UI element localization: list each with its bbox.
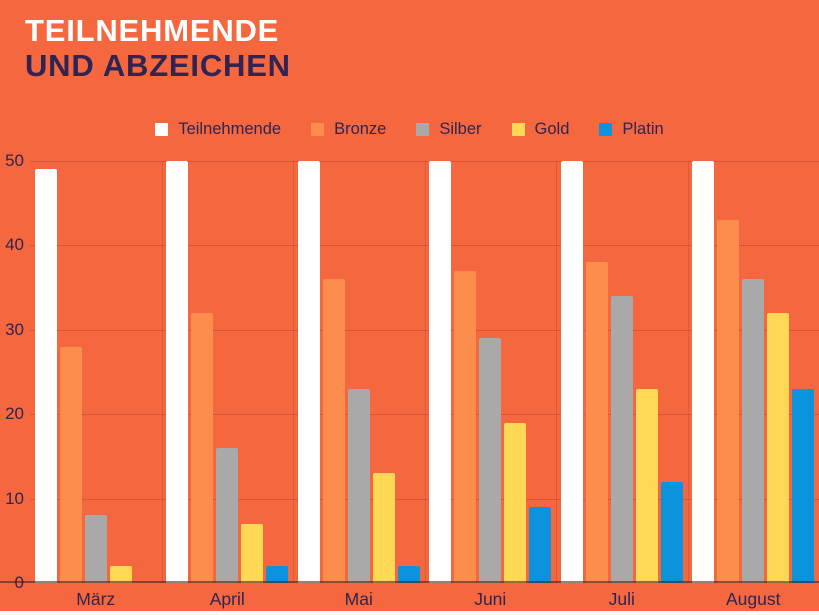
bar-bronze-märz bbox=[59, 347, 82, 583]
legend-label: Platin bbox=[622, 120, 664, 138]
x-tick-label-juli: Juli bbox=[608, 589, 635, 609]
bar-teilnehmende-april bbox=[166, 161, 189, 583]
bar-platin-august bbox=[792, 389, 815, 583]
legend-swatch-icon bbox=[311, 123, 325, 136]
bar-platin-juli bbox=[660, 482, 683, 583]
bar-platin-mai bbox=[397, 566, 420, 583]
y-tick-label: 10 bbox=[5, 488, 24, 508]
bar-group-april bbox=[162, 161, 294, 583]
legend-item-platin: Platin bbox=[599, 120, 664, 139]
bar-silber-april bbox=[216, 448, 239, 583]
bar-teilnehmende-juli bbox=[560, 161, 583, 583]
gridline bbox=[30, 329, 819, 331]
bar-silber-juni bbox=[479, 338, 502, 583]
bar-gold-mai bbox=[372, 473, 395, 583]
y-tick-label: 50 bbox=[5, 151, 24, 170]
bar-group-august bbox=[688, 161, 819, 583]
bar-silber-mai bbox=[347, 389, 370, 583]
category-separator-line bbox=[293, 161, 294, 583]
bar-gold-juli bbox=[635, 389, 658, 583]
legend-item-bronze: Bronze bbox=[311, 120, 386, 139]
bar-group-mai bbox=[293, 161, 425, 583]
x-tick-label-april: April bbox=[209, 589, 245, 609]
x-tick-label-juni: Juni bbox=[474, 589, 507, 609]
legend-item-silber: Silber bbox=[416, 120, 482, 139]
chart-legend: Teilnehmende Bronze Silber Gold Platin bbox=[0, 120, 819, 139]
gridline bbox=[30, 414, 819, 416]
bottom-edge-strip bbox=[0, 611, 819, 615]
bar-bronze-april bbox=[191, 313, 214, 583]
bar-bronze-mai bbox=[322, 279, 345, 583]
legend-item-teilnehmende: Teilnehmende bbox=[155, 120, 281, 139]
y-tick-label: 40 bbox=[5, 235, 24, 255]
bar-gold-august bbox=[767, 313, 790, 583]
bar-bronze-juli bbox=[585, 262, 608, 583]
legend-swatch-icon bbox=[416, 123, 430, 136]
gridline bbox=[30, 161, 819, 162]
gridline bbox=[30, 245, 819, 247]
legend-item-gold: Gold bbox=[511, 120, 570, 139]
bar-silber-märz bbox=[84, 515, 107, 583]
x-tick-label-mai: Mai bbox=[344, 589, 373, 609]
y-tick-label: 0 bbox=[0, 574, 24, 592]
category-separator-line bbox=[687, 161, 689, 583]
x-tick-label-august: August bbox=[726, 589, 781, 609]
bar-gold-märz bbox=[109, 566, 132, 583]
bar-teilnehmende-juni bbox=[429, 161, 452, 583]
x-tick-label-märz: März bbox=[76, 589, 116, 609]
legend-label: Teilnehmende bbox=[178, 120, 282, 138]
category-separator-line bbox=[424, 161, 426, 583]
bar-silber-juli bbox=[610, 296, 633, 583]
plot-area bbox=[30, 161, 819, 583]
x-axis-line bbox=[0, 581, 819, 583]
legend-swatch-icon bbox=[511, 123, 525, 136]
legend-label: Silber bbox=[439, 120, 482, 138]
bar-group-märz bbox=[30, 161, 162, 583]
bar-teilnehmende-mai bbox=[297, 161, 320, 583]
title-line-2: UND ABZEICHEN bbox=[25, 48, 291, 83]
bar-bronze-august bbox=[717, 220, 740, 583]
legend-label: Gold bbox=[534, 120, 570, 138]
y-tick-label: 20 bbox=[5, 404, 24, 424]
bar-gold-juni bbox=[504, 423, 527, 583]
bar-platin-juni bbox=[529, 507, 552, 583]
bar-gold-april bbox=[241, 524, 264, 583]
y-tick-label: 30 bbox=[5, 319, 24, 339]
gridline bbox=[30, 498, 819, 500]
bar-bronze-juni bbox=[454, 271, 477, 583]
bar-group-juni bbox=[425, 161, 557, 583]
legend-label: Bronze bbox=[334, 120, 387, 138]
bar-teilnehmende-märz bbox=[34, 169, 57, 583]
page-title: TEILNEHMENDE UND ABZEICHEN bbox=[25, 13, 291, 83]
legend-swatch-icon bbox=[599, 123, 613, 136]
legend-swatch-icon bbox=[155, 123, 169, 136]
category-separator-line bbox=[556, 161, 557, 583]
bar-group-juli bbox=[556, 161, 688, 583]
bar-teilnehmende-august bbox=[692, 161, 715, 583]
title-line-1: TEILNEHMENDE bbox=[25, 13, 280, 48]
bar-silber-august bbox=[742, 279, 765, 583]
category-separator-line bbox=[161, 161, 163, 583]
bar-platin-april bbox=[266, 566, 289, 583]
